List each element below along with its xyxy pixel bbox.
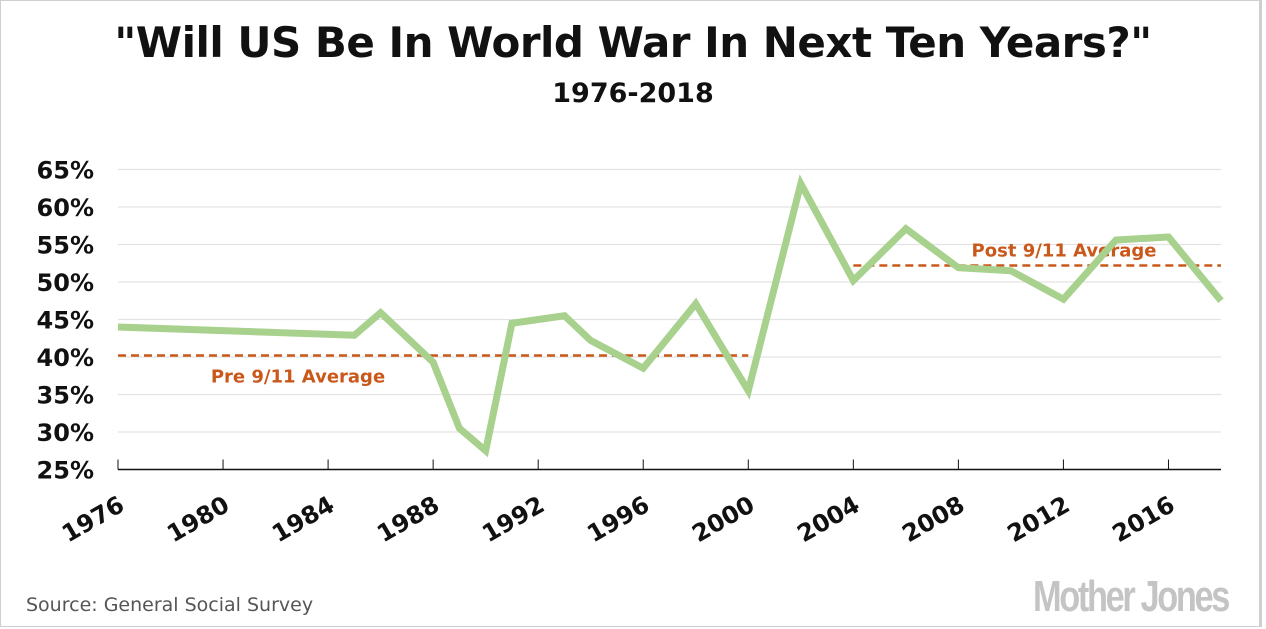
y-tick-label: 25% (37, 457, 94, 485)
x-tick-label: 1984 (267, 490, 339, 548)
x-tick-label: 2004 (792, 490, 864, 548)
y-tick-label: 55% (37, 232, 94, 260)
chart-title: "Will US Be In World War In Next Ten Yea… (114, 18, 1152, 67)
chart-subtitle: 1976-2018 (552, 78, 714, 109)
y-tick-label: 45% (37, 307, 94, 335)
series-line (117, 174, 1224, 458)
x-tick-label: 1988 (372, 490, 444, 548)
x-tick-label: 1996 (582, 490, 654, 548)
y-tick-label: 50% (37, 269, 94, 297)
y-tick-label: 40% (37, 344, 94, 372)
x-tick-label: 1976 (57, 490, 129, 548)
y-tick-label: 30% (37, 419, 94, 447)
average-label: Post 9/11 Average (972, 241, 1157, 262)
x-tick-label: 1980 (162, 490, 234, 548)
y-tick-label: 65% (37, 157, 94, 185)
x-tick-label: 2000 (687, 490, 759, 548)
source-note: Source: General Social Survey (26, 594, 314, 616)
y-tick-label: 35% (37, 382, 94, 410)
average-label: Pre 9/11 Average (211, 367, 385, 388)
x-tick-label: 2008 (898, 490, 970, 548)
y-tick-label: 60% (37, 194, 94, 222)
x-tick-label: 2016 (1108, 490, 1180, 548)
mother-jones-logo: Mother Jones (1032, 572, 1230, 621)
x-tick-label: 1992 (477, 490, 549, 548)
x-tick-label: 2012 (1003, 490, 1075, 548)
